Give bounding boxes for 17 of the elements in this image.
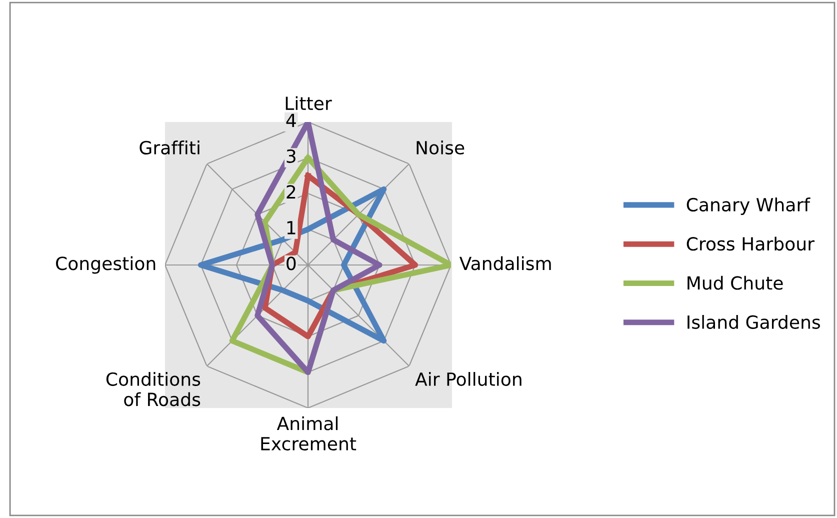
legend-label: Island Gardens [688,314,820,329]
spoke-label: Graffiti [140,140,200,154]
y-tick-label: 4 [286,114,296,127]
y-tick-label: 0 [286,256,296,270]
spoke-label: Litter [286,96,332,110]
spoke-label: Air Pollution [415,372,522,386]
spoke-label: Noise [416,140,464,154]
legend-label: Cross Harbour [686,236,814,251]
legend-label: Mud Chute [688,276,783,290]
spoke-label: Congestion [56,256,156,274]
y-tick-label: 1 [287,221,296,234]
y-tick-label: 3 [286,149,296,163]
spoke-label: Animal Excrement [261,416,356,451]
y-tick-label: 2 [286,185,296,198]
spoke-label: Conditions of Roads [106,372,200,406]
legend-label: Canary Wharf [686,198,810,216]
spoke-label: Vandalism [459,256,551,270]
